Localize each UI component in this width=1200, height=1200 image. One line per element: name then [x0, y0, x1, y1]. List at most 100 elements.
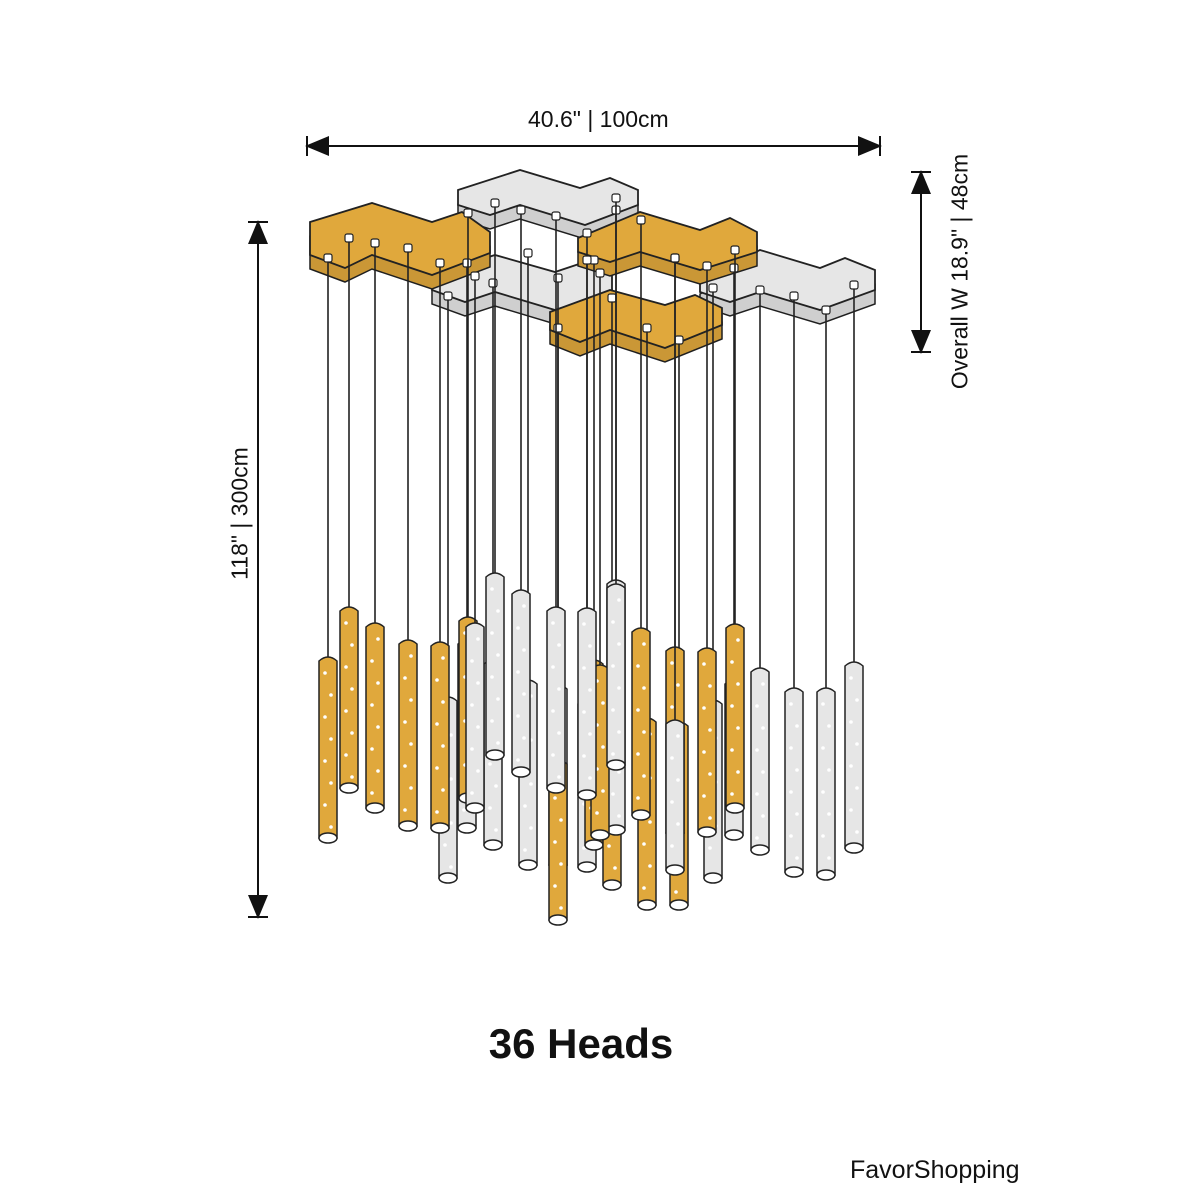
sparkle-dot — [551, 665, 555, 669]
tube-end — [724, 829, 744, 841]
sparkle-dot — [642, 842, 646, 846]
sparkle-dot — [588, 732, 592, 736]
sparkle-dot — [755, 704, 759, 708]
sparkle-dot — [736, 638, 740, 642]
sparkle-dot — [344, 665, 348, 669]
sparkle-dot — [551, 621, 555, 625]
sparkle-dot — [617, 770, 621, 774]
sparkle-dot — [736, 726, 740, 730]
pendant-tubes — [318, 193, 864, 926]
sparkle-dot — [409, 786, 413, 790]
sparkle-dot — [676, 734, 680, 738]
sparkle-dot — [403, 720, 407, 724]
sparkle-dot — [403, 764, 407, 768]
sparkle-dot — [761, 770, 765, 774]
tube-end — [631, 809, 651, 821]
tube-end — [438, 872, 458, 884]
sparkle-dot — [370, 659, 374, 663]
sparkle-dot — [470, 747, 474, 751]
canopy-cap — [821, 305, 831, 315]
sparkle-dot — [676, 778, 680, 782]
tube-end — [365, 802, 385, 814]
sparkle-dot — [827, 812, 831, 816]
sparkle-dot — [376, 725, 380, 729]
tube-body — [465, 622, 485, 809]
tube-end — [590, 829, 610, 841]
sparkle-dot — [582, 666, 586, 670]
tube-end — [577, 789, 597, 801]
sparkle-dot — [488, 762, 492, 766]
sparkle-dot — [370, 703, 374, 707]
sparkle-dot — [516, 626, 520, 630]
ceiling-plate — [309, 202, 491, 276]
sparkle-dot — [708, 816, 712, 820]
tube-end — [430, 822, 450, 834]
sparkle-dot — [523, 848, 527, 852]
sparkle-dot — [403, 676, 407, 680]
sparkle-dot — [476, 769, 480, 773]
sparkle-dot — [441, 700, 445, 704]
sparkle-dot — [323, 759, 327, 763]
sparkle-dot — [476, 637, 480, 641]
sparkle-dot — [557, 643, 561, 647]
canopy-cap — [435, 258, 445, 268]
tube-end — [584, 839, 604, 851]
sparkle-dot — [449, 865, 453, 869]
pendant-head — [844, 280, 864, 854]
canopy-cap — [607, 293, 617, 303]
sparkle-dot — [588, 688, 592, 692]
tube-end — [457, 822, 477, 834]
sparkle-dot — [795, 856, 799, 860]
sparkle-dot — [522, 648, 526, 652]
sparkle-dot — [376, 769, 380, 773]
tube-body — [511, 589, 531, 773]
sparkle-dot — [849, 720, 853, 724]
tube-end — [665, 864, 685, 876]
sparkle-dot — [462, 808, 466, 812]
ceiling-plate — [549, 289, 723, 349]
sparkle-dot — [636, 708, 640, 712]
pendant-head — [697, 261, 717, 838]
canopy-cap — [730, 245, 740, 255]
sparkle-dot — [755, 836, 759, 840]
pendant-head — [665, 253, 685, 876]
pendant-head — [750, 285, 770, 856]
sparkle-dot — [329, 693, 333, 697]
sparkle-dot — [529, 782, 533, 786]
tube-end — [548, 914, 568, 926]
pendant-head — [465, 271, 485, 814]
canopy-cap — [729, 263, 739, 273]
sparkle-dot — [470, 659, 474, 663]
sparkle-dot — [496, 697, 500, 701]
sparkle-dot — [595, 811, 599, 815]
sparkle-dot — [557, 687, 561, 691]
sparkle-dot — [496, 653, 500, 657]
canopy-cap — [344, 233, 354, 243]
canopy-cap — [674, 335, 684, 345]
tube-end — [602, 879, 622, 891]
sparkle-dot — [648, 820, 652, 824]
sparkle-dot — [449, 733, 453, 737]
sparkle-dot — [350, 775, 354, 779]
sparkle-dot — [617, 642, 621, 646]
tube-body — [844, 661, 864, 849]
sparkle-dot — [730, 792, 734, 796]
tube-body — [365, 622, 385, 809]
sparkle-dot — [370, 747, 374, 751]
tube-end — [784, 866, 804, 878]
pendant-head — [511, 205, 531, 778]
tube-end — [750, 844, 770, 856]
sparkle-dot — [553, 840, 557, 844]
canopy-cap — [636, 215, 646, 225]
sparkle-dot — [435, 766, 439, 770]
sparkle-dot — [827, 768, 831, 772]
sparkle-dot — [607, 844, 611, 848]
sparkle-dot — [516, 758, 520, 762]
tube-end — [483, 839, 503, 851]
sparkle-dot — [470, 703, 474, 707]
sparkle-dot — [736, 770, 740, 774]
tube-body — [398, 639, 418, 827]
canopy-cap — [443, 291, 453, 301]
canopy-cap — [323, 253, 333, 263]
